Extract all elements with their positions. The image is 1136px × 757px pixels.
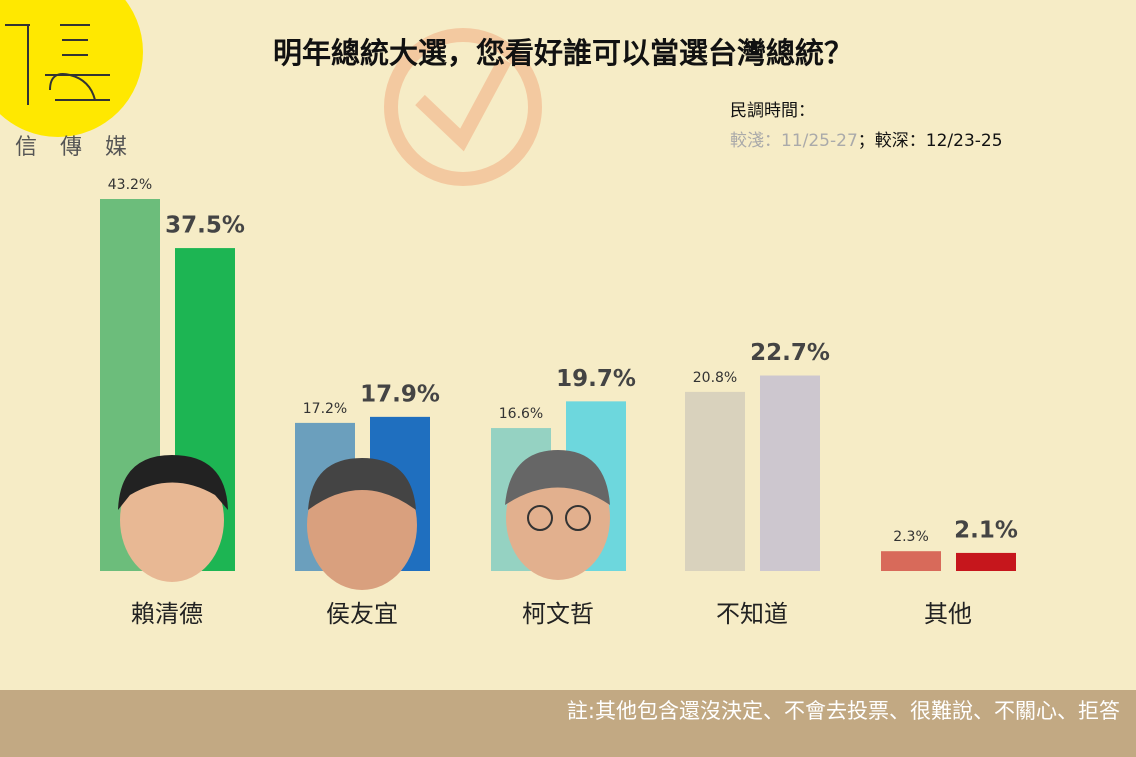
x-tick-label: 柯文哲 xyxy=(522,600,594,628)
value-label: 16.6% xyxy=(499,406,543,422)
value-label: 17.9% xyxy=(360,381,440,407)
logo-circle xyxy=(0,0,143,137)
legend-separator: ； xyxy=(858,131,875,151)
note: 註:其他包含還沒決定、不會去投票、很難說、不關心、拒答 xyxy=(567,699,1120,723)
value-label: 2.1% xyxy=(954,517,1018,543)
value-label: 2.3% xyxy=(893,529,929,545)
value-label: 17.2% xyxy=(303,401,347,417)
bar xyxy=(760,375,820,571)
x-tick-label: 賴清德 xyxy=(131,600,203,628)
legend-entry: 較淺：11/25-27 xyxy=(730,131,858,151)
value-label: 19.7% xyxy=(556,366,636,392)
value-label: 22.7% xyxy=(750,340,830,366)
value-label: 20.8% xyxy=(693,370,737,386)
bar xyxy=(956,552,1016,571)
watermark xyxy=(384,28,542,186)
photo xyxy=(505,450,610,580)
bar xyxy=(685,391,745,571)
chart-title: 明年總統大選，您看好誰可以當選台灣總統？ xyxy=(273,36,853,70)
x-tick-label: 不知道 xyxy=(716,600,788,628)
logo-text: 信 傳 媒 xyxy=(15,135,135,160)
legend-entry: 較深：12/23-25 xyxy=(875,131,1003,151)
bar xyxy=(881,551,941,571)
x-tick-label: 侯友宜 xyxy=(326,600,398,628)
photo xyxy=(118,455,228,582)
logo-mark xyxy=(5,24,110,105)
legend-title: 民調時間： xyxy=(730,101,815,121)
value-label: 37.5% xyxy=(165,213,245,239)
x-tick-label: 其他 xyxy=(924,600,972,628)
photo xyxy=(307,458,417,590)
footer-band xyxy=(0,690,1136,757)
legend: 較淺：11/25-27；較深：12/23-25 xyxy=(730,131,1003,151)
value-label: 43.2% xyxy=(108,177,152,193)
photos xyxy=(118,450,610,590)
